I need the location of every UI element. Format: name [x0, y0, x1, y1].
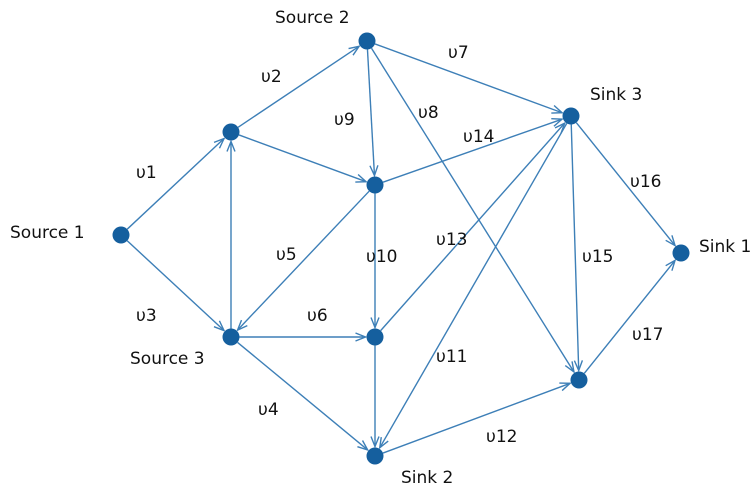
edge-s1-s3	[126, 240, 224, 331]
node-s1	[112, 226, 130, 244]
edge-k3-e	[570, 124, 578, 370]
edge-label: υ14	[463, 127, 494, 147]
node-k3	[562, 107, 580, 125]
node-k2	[366, 447, 384, 465]
edge-label: υ10	[366, 247, 397, 267]
node-label: Sink 1	[699, 237, 751, 257]
edge-label: υ4	[258, 400, 279, 420]
node-k1	[672, 244, 690, 262]
edge-s1-a	[126, 138, 224, 230]
node-e	[570, 371, 588, 389]
edge-label: υ16	[630, 172, 661, 192]
node-label: Sink 2	[401, 468, 453, 488]
edge-s2-k3	[374, 43, 562, 113]
node-label: Source 3	[130, 349, 205, 369]
node-label: Source 2	[275, 8, 350, 28]
node-a	[222, 123, 240, 141]
edge-label: υ2	[261, 67, 282, 87]
edge-s2-b	[366, 49, 374, 175]
node-labels-layer: Source 1 Source 2 Source 3 Sink 1 Sink 2 Sink…	[10, 8, 751, 488]
edge-label: υ11	[436, 347, 467, 367]
edge-label: υ1	[136, 163, 157, 183]
edge-k3-k1	[575, 122, 675, 246]
edge-labels-layer: υ1 υ2 υ3 υ4 υ5 υ6 υ7 υ8 υ9 υ10 υ11 υ12 υ13 υ14 υ15 υ16 υ…	[136, 43, 663, 447]
edge-label: υ7	[448, 43, 469, 63]
edge-e-k1	[583, 260, 675, 374]
edge-label: υ13	[436, 230, 467, 250]
node-b	[366, 176, 384, 194]
edge-label: υ9	[334, 110, 355, 130]
edge-b-s3	[238, 190, 370, 330]
node-label: Sink 3	[590, 85, 642, 105]
edge-k2-e	[382, 383, 570, 454]
edge-s3-k2	[237, 341, 368, 450]
edge-label: υ6	[307, 306, 328, 326]
edge-label: υ15	[582, 247, 613, 267]
node-label: Source 1	[10, 223, 85, 243]
edges-layer	[126, 43, 675, 454]
edge-label: υ17	[632, 325, 663, 345]
edge-k3-k2	[380, 123, 568, 447]
edge-label: υ12	[486, 427, 517, 447]
edge-a-b	[238, 134, 366, 182]
node-s2	[358, 32, 376, 50]
edge-c-k3	[380, 123, 565, 332]
edge-a-s2	[237, 46, 359, 128]
edge-b-k3	[382, 119, 562, 183]
node-c	[366, 328, 384, 346]
edge-s2-e	[370, 47, 574, 372]
edge-label: υ3	[136, 306, 157, 326]
nodes-layer	[112, 32, 690, 465]
edge-label: υ5	[276, 245, 297, 265]
node-s3	[222, 328, 240, 346]
edge-label: υ8	[418, 103, 439, 123]
